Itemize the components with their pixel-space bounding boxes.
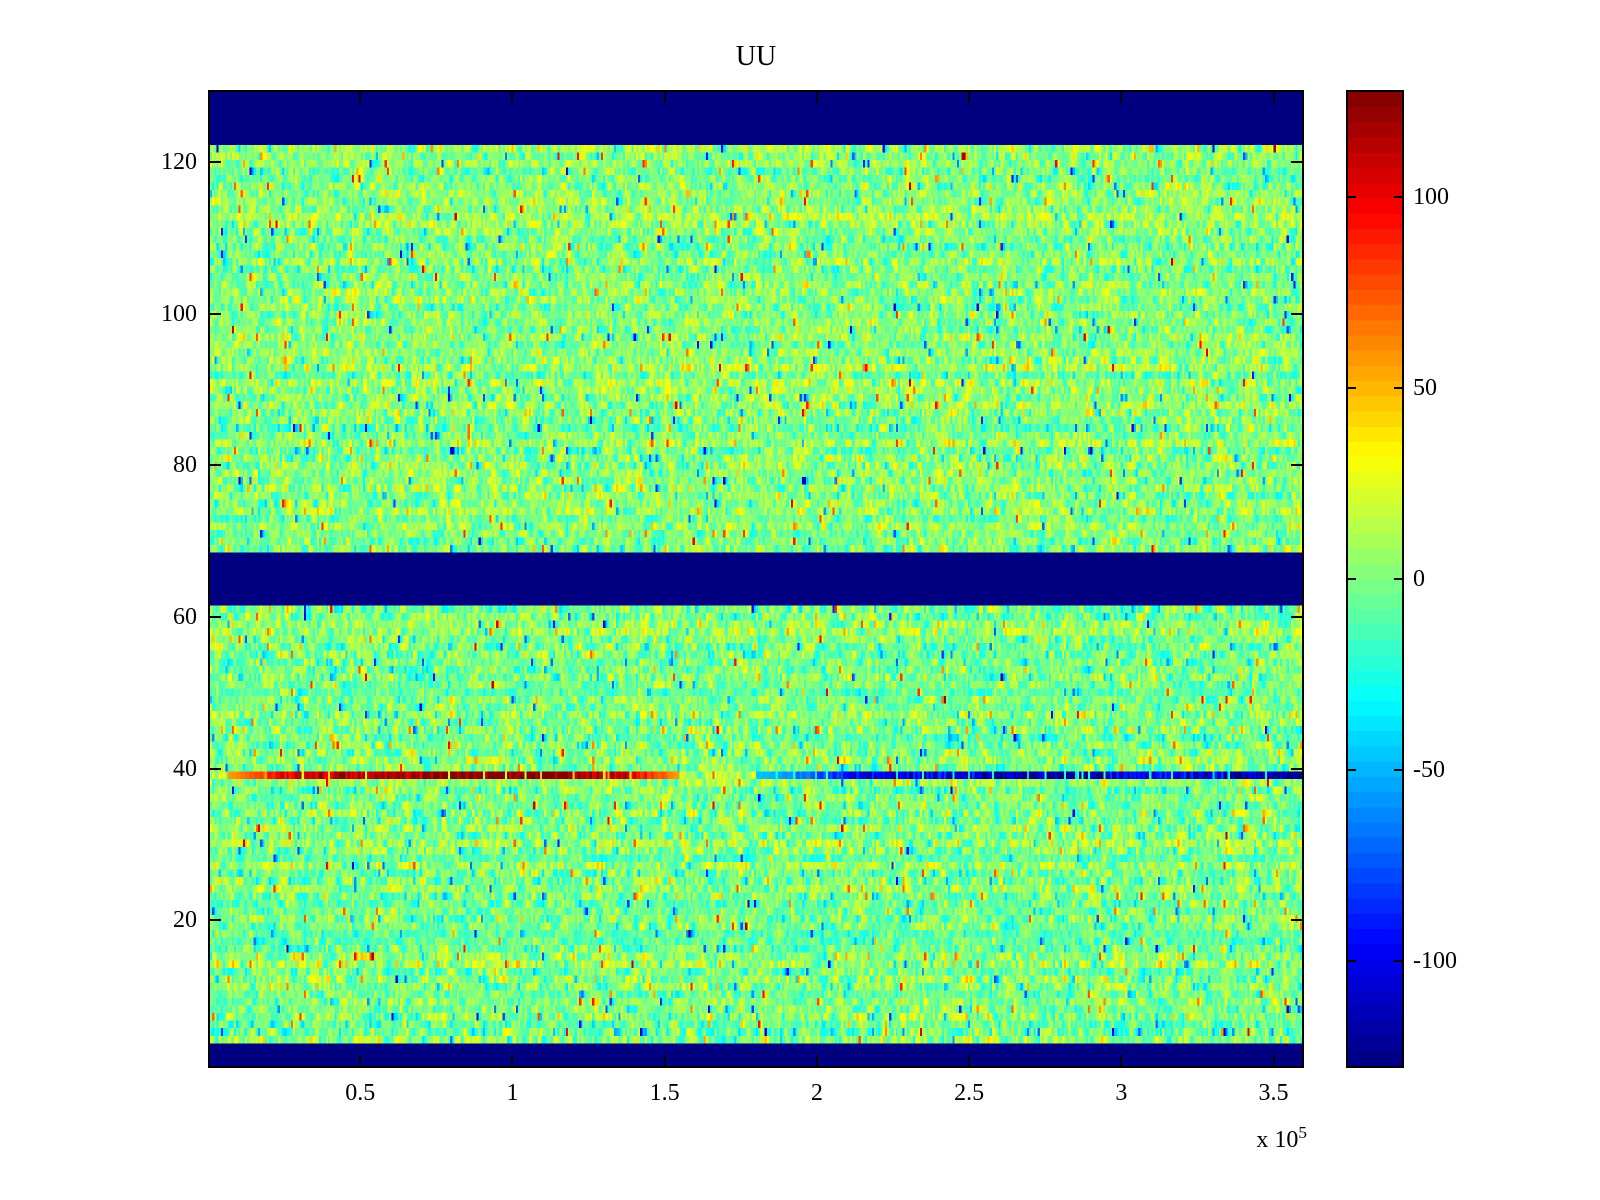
y-tick-label: 100 bbox=[161, 300, 197, 327]
colorbar-tick-label: 50 bbox=[1413, 374, 1437, 401]
colorbar-tick-label: -50 bbox=[1413, 757, 1445, 784]
x-axis-multiplier-exponent: 5 bbox=[1298, 1123, 1307, 1142]
y-tick-mark-right bbox=[1291, 464, 1302, 467]
x-axis-multiplier-base: x 10 bbox=[1256, 1127, 1299, 1153]
y-tick-mark bbox=[210, 767, 221, 770]
x-tick-mark-top bbox=[968, 92, 971, 103]
colorbar-tick-mark-left bbox=[1348, 386, 1356, 389]
colorbar-tick-mark-left bbox=[1348, 195, 1356, 198]
y-tick-mark-right bbox=[1291, 919, 1302, 922]
x-tick-label: 3 bbox=[1115, 1080, 1128, 1106]
y-tick-mark bbox=[210, 919, 221, 922]
y-tick-mark bbox=[210, 615, 221, 618]
colorbar-tick-mark-left bbox=[1348, 960, 1356, 963]
colorbar bbox=[1346, 90, 1404, 1068]
plot-area bbox=[208, 90, 1304, 1068]
colorbar-tick-label: 100 bbox=[1413, 183, 1449, 210]
y-tick-label: 20 bbox=[173, 907, 197, 934]
x-tick-mark bbox=[968, 1055, 971, 1066]
x-axis-multiplier: x 105 bbox=[1147, 1113, 1307, 1153]
y-tick-label: 40 bbox=[173, 755, 197, 782]
x-tick-mark-top bbox=[663, 92, 666, 103]
y-tick-mark bbox=[210, 161, 221, 164]
colorbar-canvas bbox=[1348, 92, 1402, 1066]
x-tick-label: 0.5 bbox=[345, 1080, 376, 1106]
colorbar-tick-label: 0 bbox=[1413, 566, 1425, 592]
x-tick-mark-top bbox=[359, 92, 362, 103]
chart-title: UU bbox=[735, 41, 777, 72]
x-tick-mark-top bbox=[511, 92, 514, 103]
y-tick-mark-right bbox=[1291, 767, 1302, 770]
x-tick-label: 2.5 bbox=[954, 1080, 985, 1106]
x-tick-mark-top bbox=[1120, 92, 1123, 103]
colorbar-tick-mark-left bbox=[1348, 769, 1356, 772]
y-tick-mark-right bbox=[1291, 161, 1302, 164]
x-tick-mark bbox=[815, 1055, 818, 1066]
x-tick-label: 3.5 bbox=[1258, 1080, 1289, 1106]
x-tick-mark bbox=[511, 1055, 514, 1066]
heatmap-canvas bbox=[210, 92, 1302, 1066]
colorbar-tick-mark-right bbox=[1394, 578, 1402, 580]
colorbar-tick-mark-right bbox=[1394, 769, 1402, 772]
x-tick-mark bbox=[359, 1055, 362, 1066]
colorbar-tick-mark-left bbox=[1348, 578, 1356, 580]
y-tick-mark-right bbox=[1291, 312, 1302, 315]
x-tick-mark-top bbox=[815, 92, 818, 103]
y-tick-mark bbox=[210, 464, 221, 467]
y-tick-label: 80 bbox=[173, 452, 197, 479]
y-tick-label: 60 bbox=[173, 603, 197, 630]
colorbar-tick-mark-right bbox=[1394, 195, 1402, 198]
x-tick-label: 1.5 bbox=[649, 1080, 680, 1106]
colorbar-tick-mark-right bbox=[1394, 960, 1402, 963]
y-tick-mark bbox=[210, 312, 221, 315]
colorbar-tick-label: -100 bbox=[1413, 948, 1457, 975]
y-tick-label: 120 bbox=[161, 149, 197, 176]
x-tick-label: 1 bbox=[506, 1080, 519, 1106]
x-tick-mark-top bbox=[1272, 92, 1275, 103]
x-tick-label: 2 bbox=[810, 1080, 823, 1106]
x-tick-mark bbox=[1272, 1055, 1275, 1066]
x-tick-mark bbox=[1120, 1055, 1123, 1066]
y-tick-mark-right bbox=[1291, 615, 1302, 618]
colorbar-tick-mark-right bbox=[1394, 386, 1402, 389]
x-tick-mark bbox=[663, 1055, 666, 1066]
